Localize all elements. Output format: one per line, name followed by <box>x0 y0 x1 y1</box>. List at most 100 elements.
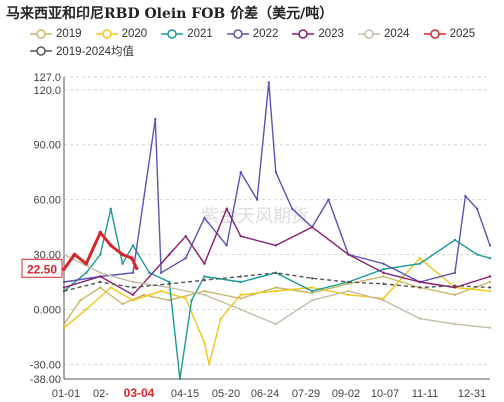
x-tick-label: 05-20 <box>212 388 240 400</box>
y-tick-label: -38.00 <box>30 374 61 386</box>
data-point-2023 <box>274 244 278 247</box>
chart-legend: 2019 2020 2021 2022 2023 2024 2025 2019-2024均值 <box>30 25 500 59</box>
data-point-2022 <box>239 170 242 174</box>
data-point-2019 <box>99 286 102 289</box>
y-tick-label: 30.00 <box>33 250 61 262</box>
data-point-2019 <box>168 299 171 302</box>
x-tick-label: 09-02 <box>332 388 360 400</box>
data-point-2023 <box>418 280 421 284</box>
data-point-2019-2024均值 <box>274 271 278 275</box>
highlight-value-label: 22.50 <box>27 262 57 276</box>
x-tick-label: 04-15 <box>171 388 199 400</box>
data-point-2021 <box>168 280 171 284</box>
data-point-2022 <box>327 198 330 201</box>
data-point-2021 <box>418 262 421 265</box>
data-point-2025 <box>62 267 66 271</box>
y-tick-label: -30.00 <box>30 359 61 371</box>
data-point-2021 <box>475 253 479 256</box>
data-point-2020 <box>109 286 113 289</box>
data-point-2019 <box>121 302 124 306</box>
data-point-2024 <box>310 299 314 302</box>
data-point-2025 <box>98 230 103 235</box>
data-point-2019-2024均值 <box>418 286 421 289</box>
data-point-2022 <box>159 271 163 275</box>
data-point-2024 <box>99 271 102 275</box>
data-point-2024 <box>274 322 278 326</box>
data-point-2025 <box>130 256 134 261</box>
data-point-2022 <box>62 280 66 284</box>
legend-item-2022[interactable]: 2022 <box>226 25 278 42</box>
data-point-2023 <box>131 293 135 297</box>
data-point-2022 <box>475 207 479 210</box>
data-point-2023 <box>203 262 206 265</box>
data-point-2024 <box>347 289 350 293</box>
data-point-2024 <box>488 326 492 329</box>
data-point-2019 <box>62 322 66 326</box>
legend-item-2025[interactable]: 2025 <box>423 25 475 42</box>
data-point-2024 <box>418 317 421 320</box>
legend-item-2023[interactable]: 2023 <box>292 25 344 42</box>
legend-marker-icon <box>161 28 184 39</box>
data-point-2019-2024均值 <box>382 282 385 286</box>
data-point-2022 <box>464 194 467 198</box>
x-tick-label: 07-29 <box>292 388 320 400</box>
data-point-2022 <box>184 257 187 260</box>
data-point-2020 <box>310 286 314 289</box>
data-point-2023 <box>99 275 102 278</box>
data-point-2021 <box>85 271 88 275</box>
y-tick-label: 0.000 <box>33 304 61 316</box>
legend-label: 2019-2024均值 <box>56 45 134 58</box>
x-tick-label: 11-11 <box>412 388 439 400</box>
data-point-2019-2024均值 <box>168 282 171 286</box>
data-point-2020 <box>274 289 278 293</box>
data-point-2021 <box>121 262 124 265</box>
data-point-2023 <box>225 207 228 210</box>
data-point-2021 <box>99 253 102 256</box>
data-point-2023 <box>168 253 171 256</box>
data-point-2022 <box>267 81 271 84</box>
data-point-2023 <box>310 225 314 229</box>
data-point-2021 <box>453 238 457 242</box>
data-point-2023 <box>239 235 242 238</box>
legend-item-2020[interactable]: 2020 <box>95 25 147 42</box>
legend-marker-icon <box>95 28 118 39</box>
data-point-2023 <box>453 286 457 289</box>
data-point-2025 <box>84 261 89 266</box>
data-point-2022 <box>225 244 228 247</box>
data-point-2019 <box>347 282 350 286</box>
legend-item-2021[interactable]: 2021 <box>161 25 213 42</box>
data-point-2025 <box>109 243 113 248</box>
data-point-2022 <box>255 198 259 201</box>
x-tick-label: 10-07 <box>371 388 399 400</box>
data-point-2022 <box>453 271 457 275</box>
x-tick-label: 03-04 <box>124 386 155 400</box>
legend-item-2019-2024均值[interactable]: 2019-2024均值 <box>30 42 134 59</box>
data-point-2019 <box>488 280 492 284</box>
data-point-2019 <box>142 293 145 297</box>
highlight-value-box <box>21 258 63 278</box>
legend-marker-icon <box>30 45 52 56</box>
legend-item-2024[interactable]: 2024 <box>357 25 410 42</box>
data-point-2022 <box>203 216 206 220</box>
legend-item-2019[interactable]: 2019 <box>30 25 82 42</box>
legend-marker-icon <box>226 28 249 39</box>
y-tick-label: 127.0 <box>33 72 61 84</box>
data-point-2021 <box>148 271 151 275</box>
data-point-2020 <box>382 297 385 300</box>
legend-label: 2023 <box>318 27 344 40</box>
data-point-2021 <box>382 267 385 271</box>
data-point-2019-2024均值 <box>453 284 457 287</box>
data-point-2024 <box>62 253 66 256</box>
data-point-2019 <box>382 275 385 278</box>
y-tick-label: 60.00 <box>33 195 61 207</box>
data-point-2022 <box>488 244 492 247</box>
data-point-2020 <box>219 317 223 320</box>
data-point-2020 <box>184 297 187 300</box>
legend-label: 2019 <box>56 27 82 40</box>
data-point-2020 <box>418 257 421 260</box>
data-point-2023 <box>62 286 66 289</box>
data-point-2020 <box>62 326 66 329</box>
chart-title: 马来西亚和印尼RBD Olein FOB 价差（美元/吨） <box>6 6 334 22</box>
data-point-2021 <box>203 275 206 278</box>
data-point-2021 <box>131 244 135 247</box>
